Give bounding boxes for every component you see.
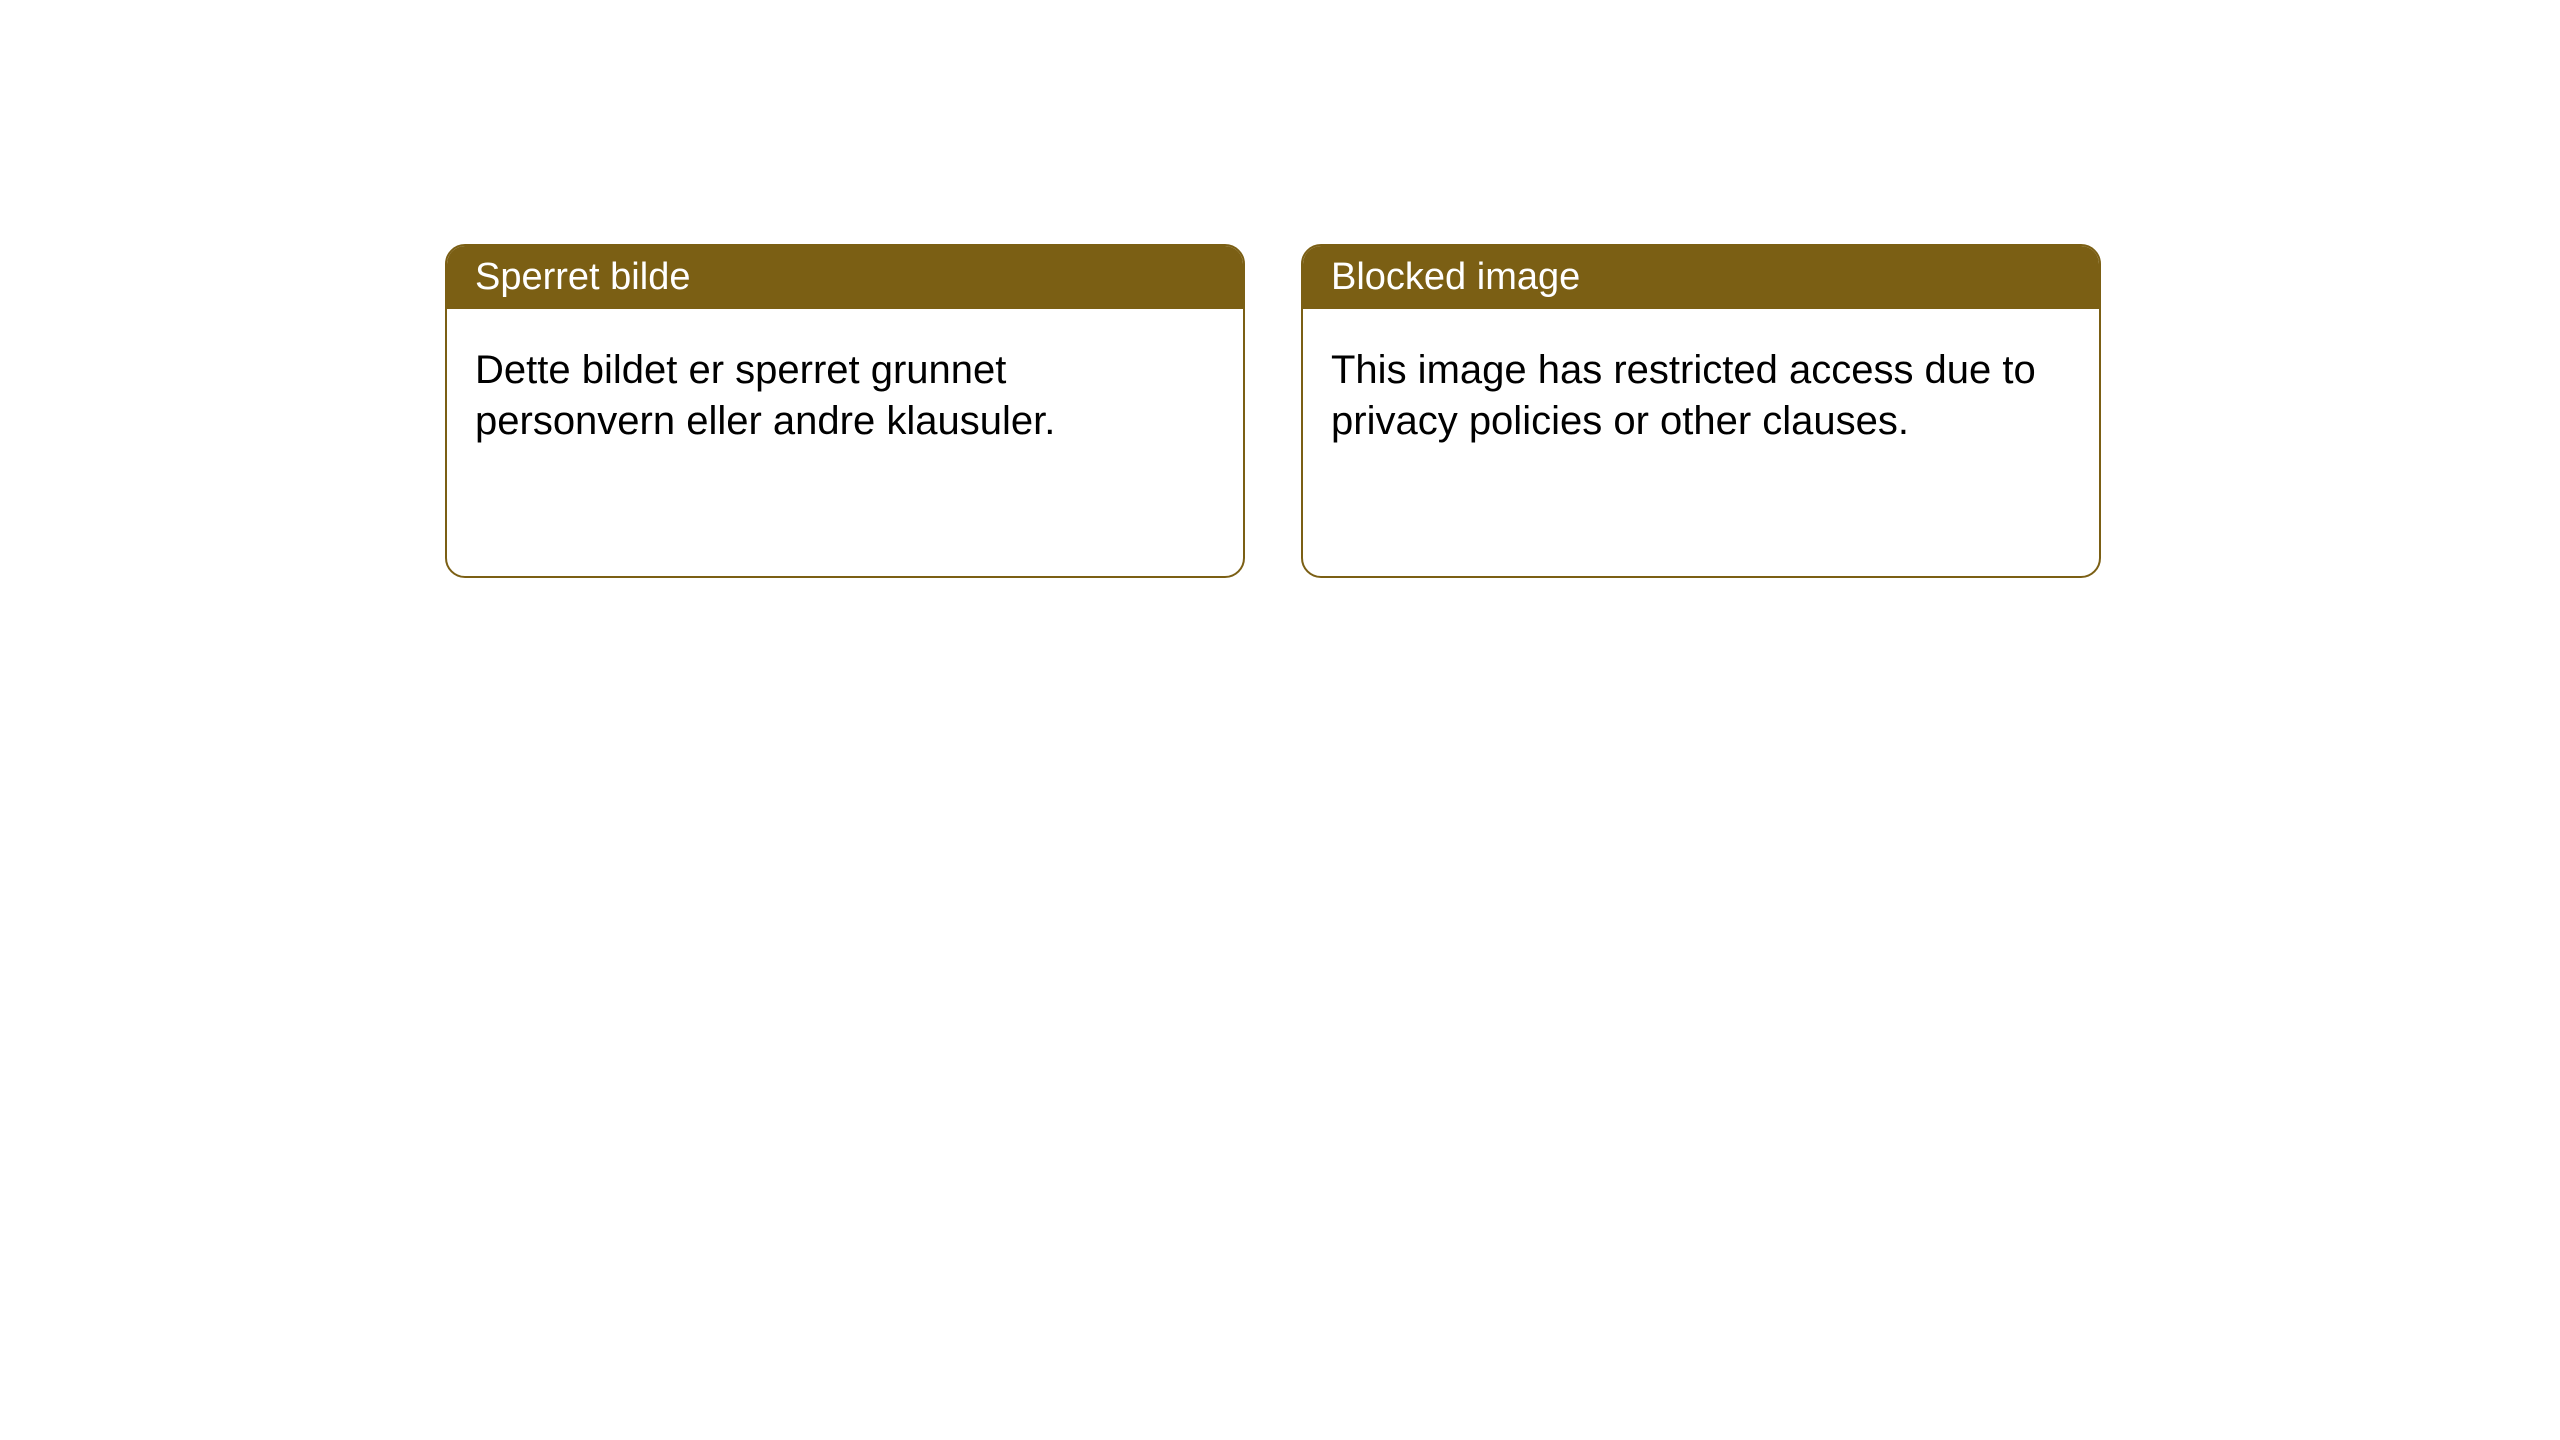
notice-card-english: Blocked image This image has restricted … [1301, 244, 2101, 578]
card-title: Blocked image [1331, 256, 1580, 298]
card-header: Sperret bilde [447, 246, 1243, 309]
notice-card-norwegian: Sperret bilde Dette bildet er sperret gr… [445, 244, 1245, 578]
card-body: Dette bildet er sperret grunnet personve… [447, 309, 1243, 483]
card-message: Dette bildet er sperret grunnet personve… [475, 348, 1055, 443]
notice-container: Sperret bilde Dette bildet er sperret gr… [0, 0, 2560, 578]
card-message: This image has restricted access due to … [1331, 348, 2036, 443]
card-header: Blocked image [1303, 246, 2099, 309]
card-title: Sperret bilde [475, 256, 690, 298]
card-body: This image has restricted access due to … [1303, 309, 2099, 483]
